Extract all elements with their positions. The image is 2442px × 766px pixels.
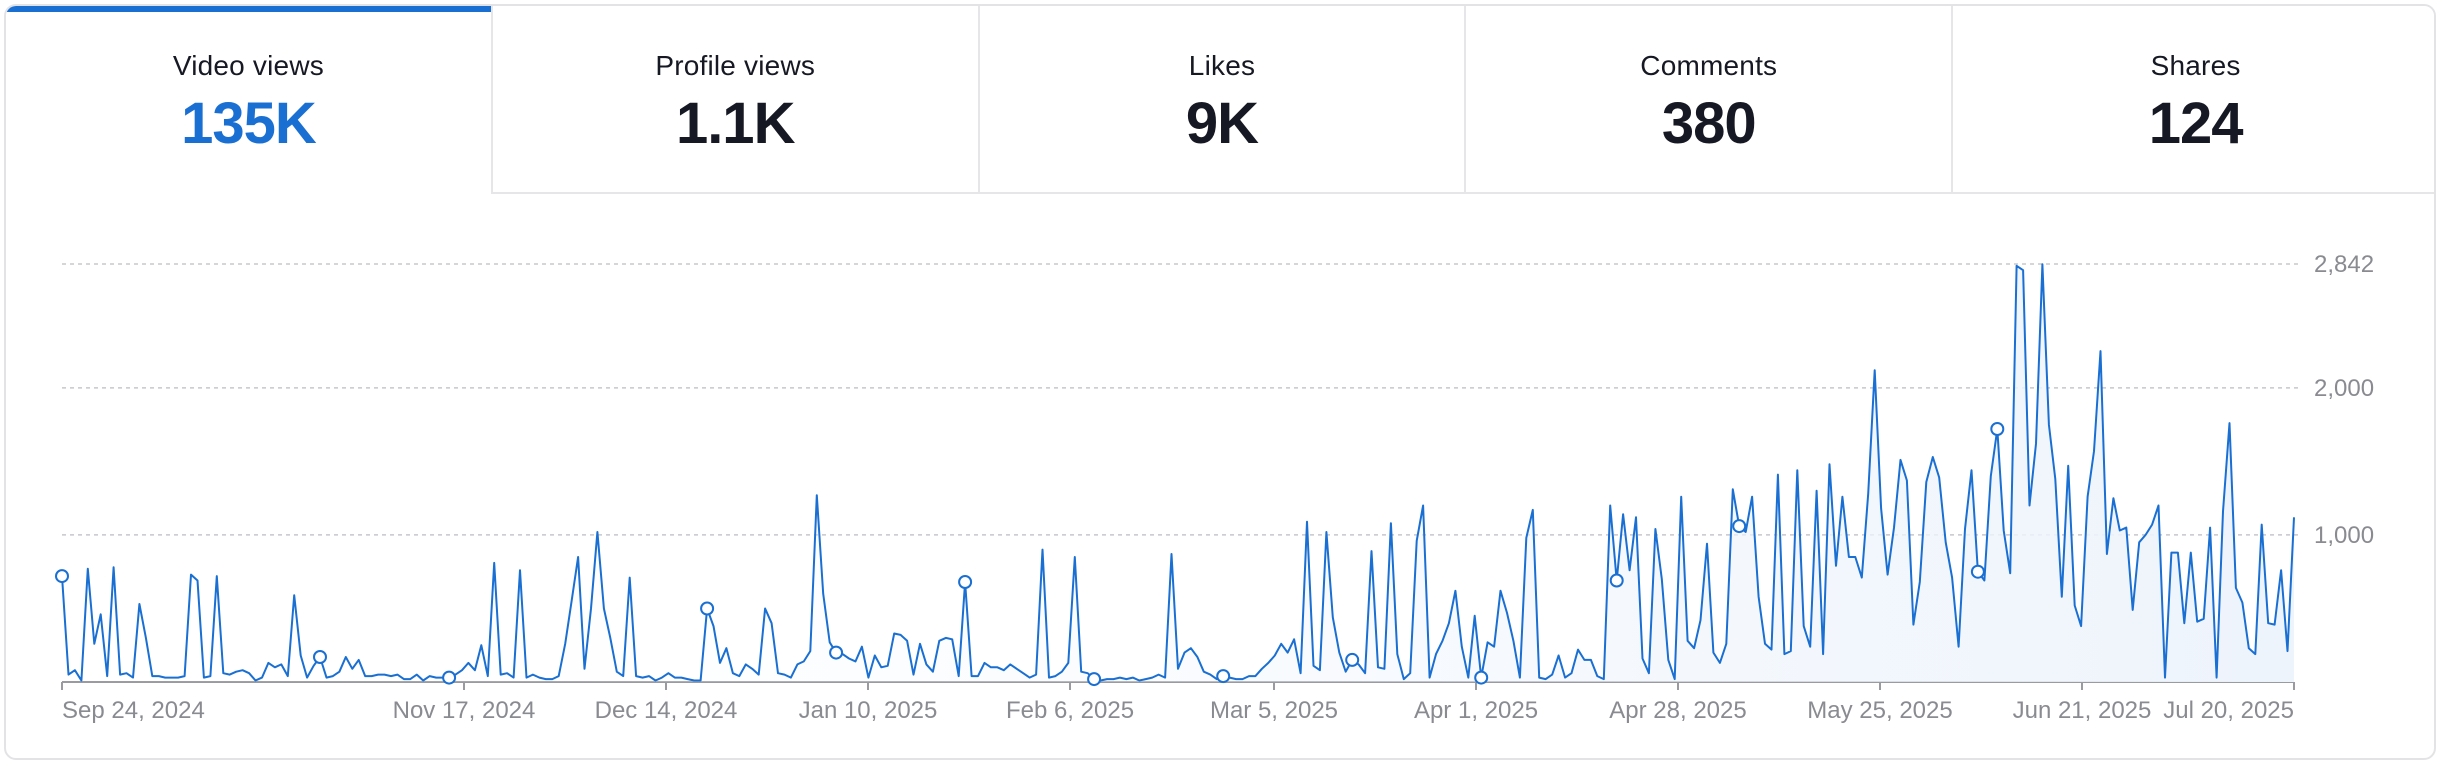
data-point-marker [1345,652,1360,667]
y-tick-label: 2,842 [2314,251,2374,278]
x-tick-label: Nov 17, 2024 [393,697,536,724]
tab-label: Comments [1640,50,1778,81]
x-tick-label: Mar 5, 2025 [1210,697,1338,724]
data-point-marker [313,650,327,664]
x-tick-label: Dec 14, 2024 [595,697,738,724]
data-point-marker [829,645,844,660]
tab-value: 135K [181,91,317,156]
area-fill [62,264,2294,682]
tab-label: Profile views [655,50,816,81]
data-point-marker [1216,669,1231,684]
x-tick-label: Apr 1, 2025 [1414,697,1538,724]
data-point-marker [1970,564,1985,579]
data-point-marker [442,670,457,685]
data-point-marker [1087,672,1102,687]
tab-label: Shares [2150,50,2241,81]
tab-value: 9K [1185,91,1259,156]
tab-likes[interactable]: Likes 9K [979,6,1467,194]
x-tick-label: Feb 6, 2025 [1006,697,1134,724]
tab-value: 124 [2148,91,2244,156]
active-tab-indicator [6,6,491,12]
data-point-marker [1732,519,1747,534]
data-point-marker [55,569,69,584]
y-tick-label: 2,000 [2314,375,2374,402]
x-tick-label: Jan 10, 2025 [799,697,938,724]
x-tick-label: Apr 28, 2025 [1609,697,1746,724]
tab-value: 1.1K [675,91,796,156]
tab-comments[interactable]: Comments 380 [1466,6,1954,194]
data-point-marker [1474,670,1489,685]
data-point-marker [1990,422,2005,436]
tab-shares[interactable]: Shares 124 [1953,6,2434,194]
x-tick-label: Jun 21, 2025 [2013,697,2152,724]
x-tick-label: Sep 24, 2024 [62,697,205,724]
tab-label: Video views [172,50,324,81]
tab-video-views[interactable]: Video views 135K [6,6,493,194]
data-point-marker [958,575,973,589]
data-point-marker [700,601,715,616]
tab-label: Likes [1188,50,1256,81]
video-views-chart[interactable]: 2,842 2,000 1,000 Sep 24, 2024 Nov 17, 2024… [6,6,2436,760]
tab-profile-views[interactable]: Profile views 1.1K [492,6,980,194]
series-line [61,263,2295,682]
analytics-card: Video views 135K Profile views 1.1K Like… [4,4,2436,760]
y-tick-label: 1,000 [2314,522,2374,549]
tab-value: 380 [1661,91,1757,156]
metric-tabs: Video views 135K Profile views 1.1K Like… [6,6,2434,194]
data-point-marker [1609,573,1624,588]
x-tick-label: Jul 20, 2025 [2163,697,2294,724]
x-tick-label: May 25, 2025 [1807,697,1952,724]
